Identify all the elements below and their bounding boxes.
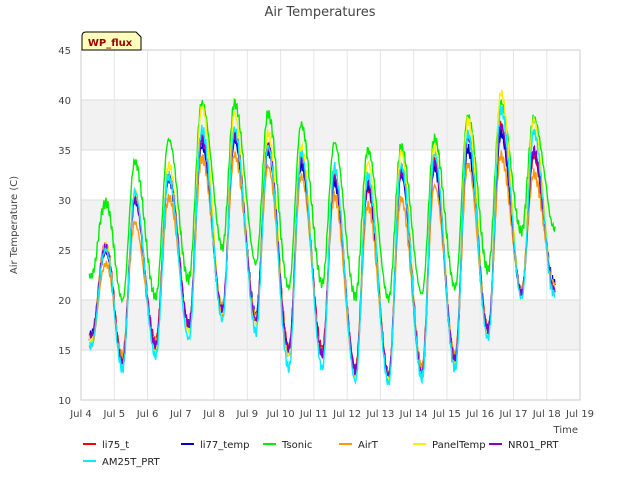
y-axis-label: Air Temperature (C) [9,176,20,274]
x-tick-label: Jul 15 [432,409,461,420]
wp-flux-badge: WP_flux [81,31,142,51]
x-tick-label: Jul 11 [299,409,328,420]
x-tick-label: Jul 6 [136,409,159,420]
legend-nr01-prt-label: NR01_PRT [508,440,559,451]
x-tick-label: Jul 16 [465,409,494,420]
x-tick-label: Jul 10 [266,409,295,420]
y-tick-label: 45 [58,46,71,57]
y-tick-label: 40 [58,96,71,107]
x-tick-label: Jul 14 [399,409,428,420]
legend-tsonic-label: Tsonic [281,440,312,451]
legend-am25t-prt-label: AM25T_PRT [102,457,161,468]
x-tick-label: Jul 5 [102,409,125,420]
plot-frame [80,49,581,401]
legend-li75-t-label: li75_t [102,440,129,451]
chart-title: Air Temperatures [264,5,375,20]
x-tick-label: Jul 13 [365,409,394,420]
badge-label: WP_flux [88,38,133,49]
y-tick-labels: 10 15 20 25 30 35 40 45 [58,46,71,407]
x-tick-label: Jul 19 [565,409,594,420]
series-lines [88,89,556,386]
x-tick-label: Jul 17 [498,409,527,420]
legend-paneltemp-label: PanelTemp [432,440,486,451]
x-tick-label: Jul 12 [332,409,361,420]
x-tick-label: Jul 8 [202,409,225,420]
x-axis-label: Time [553,425,578,436]
x-tick-label: Jul 4 [69,409,92,420]
band [81,300,580,350]
legend: li75_t li77_temp Tsonic AirT PanelTemp NR01_P… [83,440,559,468]
series-line-am25t-prt [89,106,556,386]
y-tick-label: 15 [58,346,71,357]
y-tick-label: 10 [58,396,71,407]
y-tick-label: 20 [58,296,71,307]
legend-li77-temp-label: li77_temp [200,440,249,451]
series-line-tsonic [88,98,556,304]
x-tick-label: Jul 7 [169,409,192,420]
x-tick-label: Jul 9 [236,409,259,420]
y-tick-label: 30 [58,196,71,207]
x-tick-label: Jul 18 [532,409,561,420]
y-tick-label: 35 [58,146,71,157]
badge-shape [81,31,142,51]
legend-airt-label: AirT [358,440,379,451]
y-tick-label: 25 [58,246,71,257]
x-tick-labels: Jul 4 Jul 5 Jul 6 Jul 7 Jul 8 Jul 9 Jul 10 Jul … [69,409,594,420]
